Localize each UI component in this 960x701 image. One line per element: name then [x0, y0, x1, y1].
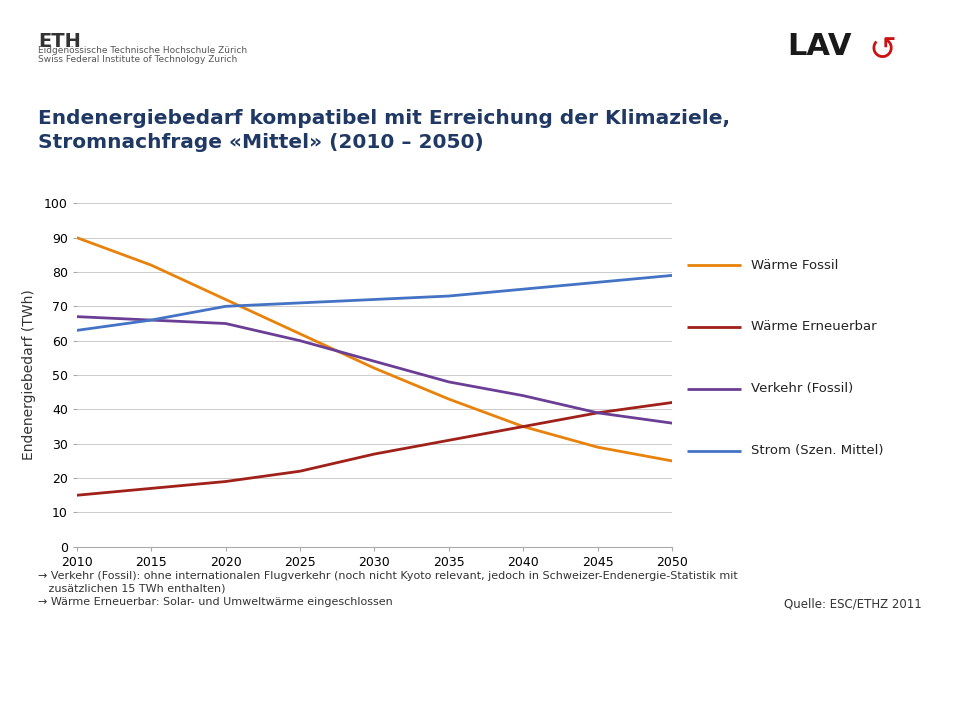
Text: LAV: LAV	[787, 32, 852, 60]
Text: zusätzlichen 15 TWh enthalten): zusätzlichen 15 TWh enthalten)	[38, 583, 226, 593]
Text: Prof. Dr. K. Boulouchos: Prof. Dr. K. Boulouchos	[799, 668, 931, 681]
Text: ↺: ↺	[869, 34, 897, 67]
Text: Endenergiebedarf kompatibel mit Erreichung der Klimaziele,: Endenergiebedarf kompatibel mit Erreichu…	[38, 109, 731, 128]
Text: Strom (Szen. Mittel): Strom (Szen. Mittel)	[752, 444, 884, 457]
Text: Verkehr (Fossil): Verkehr (Fossil)	[752, 382, 853, 395]
Text: → Verkehr (Fossil): ohne internationalen Flugverkehr (noch nicht Kyoto relevant,: → Verkehr (Fossil): ohne internationalen…	[38, 571, 738, 581]
Text: ETH: ETH	[38, 32, 82, 50]
Text: → Wärme Erneuerbar: Solar- und Umweltwärme eingeschlossen: → Wärme Erneuerbar: Solar- und Umweltwär…	[38, 597, 394, 607]
Text: Wärme Fossil: Wärme Fossil	[752, 259, 839, 271]
Text: Energiegespräch, 2. September 2011: Energiegespräch, 2. September 2011	[324, 666, 636, 683]
Text: Wärme Erneuerbar: Wärme Erneuerbar	[752, 320, 877, 334]
Text: Quelle: ESC/ETHZ 2011: Quelle: ESC/ETHZ 2011	[784, 597, 922, 611]
Y-axis label: Endenergiebedarf (TWh): Endenergiebedarf (TWh)	[21, 290, 36, 461]
Text: Stromnachfrage «Mittel» (2010 – 2050): Stromnachfrage «Mittel» (2010 – 2050)	[38, 133, 484, 152]
Text: Swiss Federal Institute of Technology Zurich: Swiss Federal Institute of Technology Zu…	[38, 55, 238, 64]
Text: Eidgenössische Technische Hochschule Zürich: Eidgenössische Technische Hochschule Zür…	[38, 46, 248, 55]
